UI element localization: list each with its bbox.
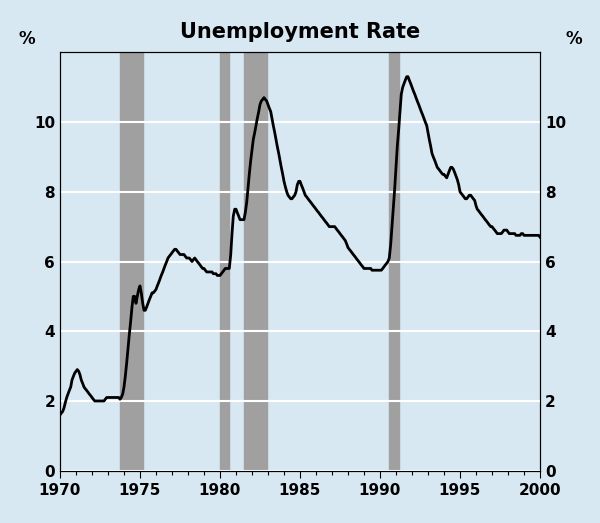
Text: %: % [565, 30, 582, 48]
Bar [220, 52, 229, 471]
Bar [389, 52, 399, 471]
Bar [244, 52, 267, 471]
Title: Unemployment Rate: Unemployment Rate [180, 22, 420, 42]
Text: %: % [18, 30, 35, 48]
Bar [120, 52, 143, 471]
